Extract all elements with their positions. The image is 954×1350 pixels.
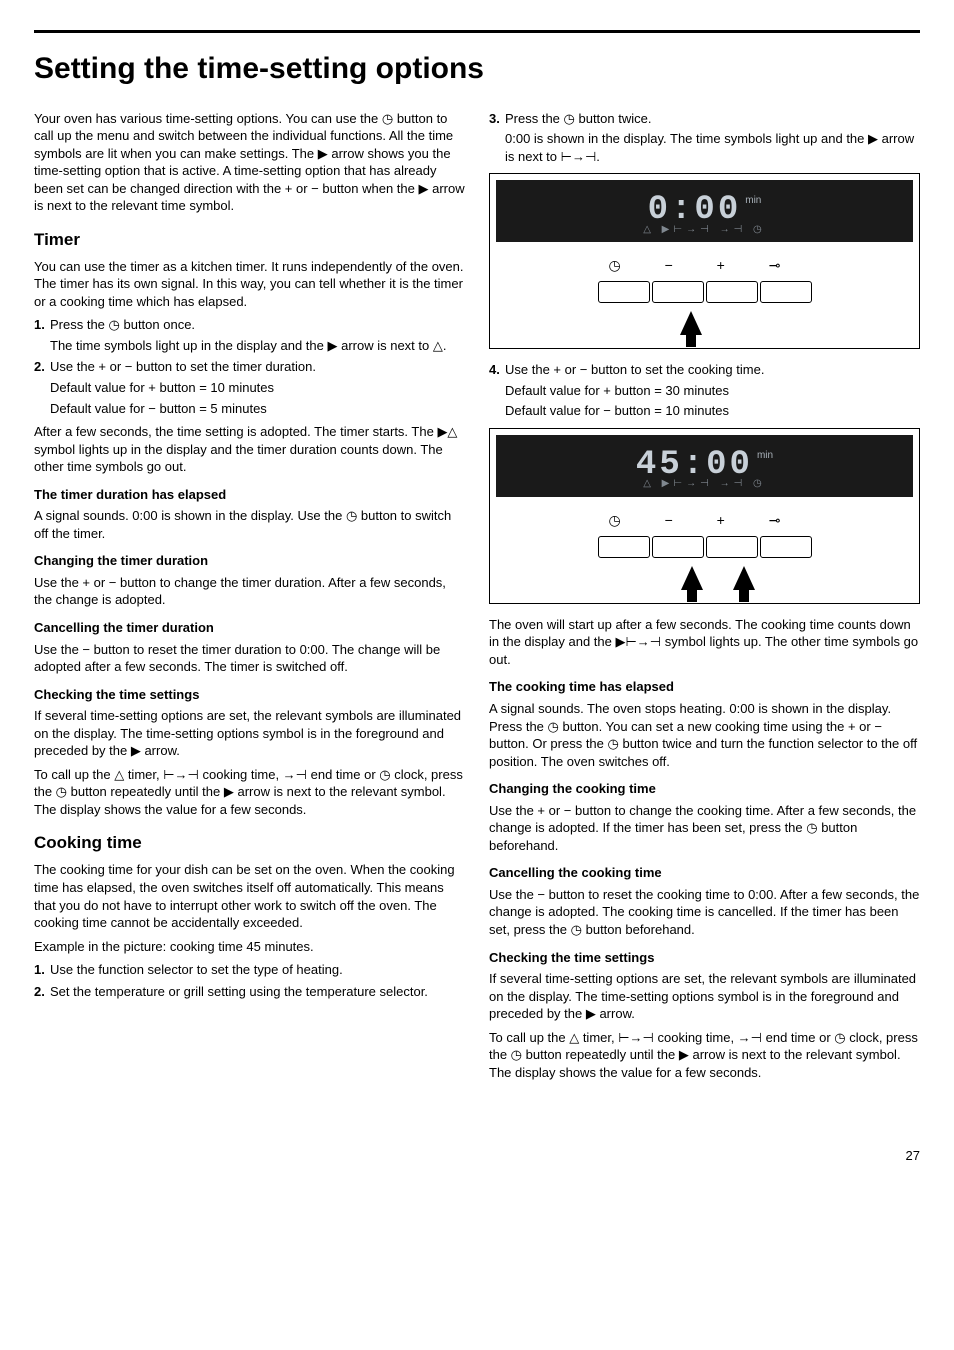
timer-cancel-heading: Cancelling the timer duration (34, 619, 465, 637)
timer-change-text: Use the + or − button to change the time… (34, 574, 465, 609)
min-label-1: min (745, 194, 761, 208)
timer-elapsed-heading: The timer duration has elapsed (34, 486, 465, 504)
figure-display-4500: 45:00 min △ ▶⊢→⊣ →⊣ ◷ ◷ − + ⊸ (489, 428, 920, 604)
cook-elapsed-heading: The cooking time has elapsed (489, 678, 920, 696)
cooking-step-4: Use the + or − button to set the cooking… (489, 361, 920, 420)
ctrl-btn-clock-1 (598, 281, 650, 303)
ctrl-btn-minus-1 (652, 281, 704, 303)
ctrl-btn-key-2 (760, 536, 812, 558)
timer-steps: Press the ◷ button once. The time symbol… (34, 316, 465, 417)
min-label-2: min (757, 449, 773, 463)
cook-check-text1: If several time-setting options are set,… (489, 970, 920, 1023)
timer-check-text1: If several time-setting options are set,… (34, 707, 465, 760)
arrow-up-icon (733, 566, 755, 590)
top-rule (34, 30, 920, 33)
ctrl-btn-clock-2 (598, 536, 650, 558)
cooking-step-2: Set the temperature or grill setting usi… (34, 983, 465, 1001)
control-panel-1: ◷ − + ⊸ (490, 248, 919, 348)
button-row-1 (597, 281, 813, 303)
cooking-step-1: Use the function selector to set the typ… (34, 961, 465, 979)
figure-display-000: 0:00 min △ ▶⊢→⊣ →⊣ ◷ ◷ − + ⊸ (489, 173, 920, 349)
control-panel-2: ◷ − + ⊸ (490, 503, 919, 603)
page-title: Setting the time-setting options (34, 49, 920, 90)
timer-step-2: Use the + or − button to set the timer d… (34, 358, 465, 417)
cooking-steps-left: Use the function selector to set the typ… (34, 961, 465, 1000)
control-icons-2: ◷ − + ⊸ (609, 511, 801, 530)
arrow-up-icon (680, 311, 702, 335)
button-row-2 (597, 536, 813, 558)
timer-heading: Timer (34, 229, 465, 252)
right-column: Press the ◷ button twice. 0:00 is shown … (489, 110, 920, 1088)
timer-change-heading: Changing the timer duration (34, 552, 465, 570)
cook-cancel-text: Use the − button to reset the cooking ti… (489, 886, 920, 939)
control-icons-1: ◷ − + ⊸ (609, 256, 801, 275)
cooking-steps-right-b: Use the + or − button to set the cooking… (489, 361, 920, 420)
timer-elapsed-text: A signal sounds. 0:00 is shown in the di… (34, 507, 465, 542)
content-columns: Your oven has various time-setting optio… (34, 110, 920, 1088)
ctrl-btn-plus-1 (706, 281, 758, 303)
oven-display-1: 0:00 min △ ▶⊢→⊣ →⊣ ◷ (496, 180, 913, 242)
cook-change-heading: Changing the cooking time (489, 780, 920, 798)
timer-cancel-text: Use the − button to reset the timer dura… (34, 641, 465, 676)
ctrl-btn-plus-2 (706, 536, 758, 558)
cooking-desc: The cooking time for your dish can be se… (34, 861, 465, 931)
timer-after: After a few seconds, the time setting is… (34, 423, 465, 476)
ctrl-btn-key-1 (760, 281, 812, 303)
timer-desc: You can use the timer as a kitchen timer… (34, 258, 465, 311)
timer-check-heading: Checking the time settings (34, 686, 465, 704)
cooking-example: Example in the picture: cooking time 45 … (34, 938, 465, 956)
intro-text: Your oven has various time-setting optio… (34, 110, 465, 215)
cook-elapsed-text: A signal sounds. The oven stops heating.… (489, 700, 920, 770)
display-symbols-2: △ ▶⊢→⊣ →⊣ ◷ (643, 477, 766, 491)
cook-check-heading: Checking the time settings (489, 949, 920, 967)
ctrl-btn-minus-2 (652, 536, 704, 558)
page-number: 27 (34, 1147, 920, 1165)
display-symbols-1: △ ▶⊢→⊣ →⊣ ◷ (643, 223, 766, 237)
left-column: Your oven has various time-setting optio… (34, 110, 465, 1088)
arrow-up-icon (681, 566, 703, 590)
cook-cancel-heading: Cancelling the cooking time (489, 864, 920, 882)
cooking-steps-right-a: Press the ◷ button twice. 0:00 is shown … (489, 110, 920, 166)
cooking-after: The oven will start up after a few secon… (489, 616, 920, 669)
cook-check-text2: To call up the △ timer, ⊢→⊣ cooking time… (489, 1029, 920, 1082)
timer-step-1: Press the ◷ button once. The time symbol… (34, 316, 465, 354)
arrow-indicator-2 (655, 566, 755, 595)
oven-display-2: 45:00 min △ ▶⊢→⊣ →⊣ ◷ (496, 435, 913, 497)
cook-change-text: Use the + or − button to change the cook… (489, 802, 920, 855)
timer-check-text2: To call up the △ timer, ⊢→⊣ cooking time… (34, 766, 465, 819)
cooking-step-3: Press the ◷ button twice. 0:00 is shown … (489, 110, 920, 166)
cooking-heading: Cooking time (34, 832, 465, 855)
